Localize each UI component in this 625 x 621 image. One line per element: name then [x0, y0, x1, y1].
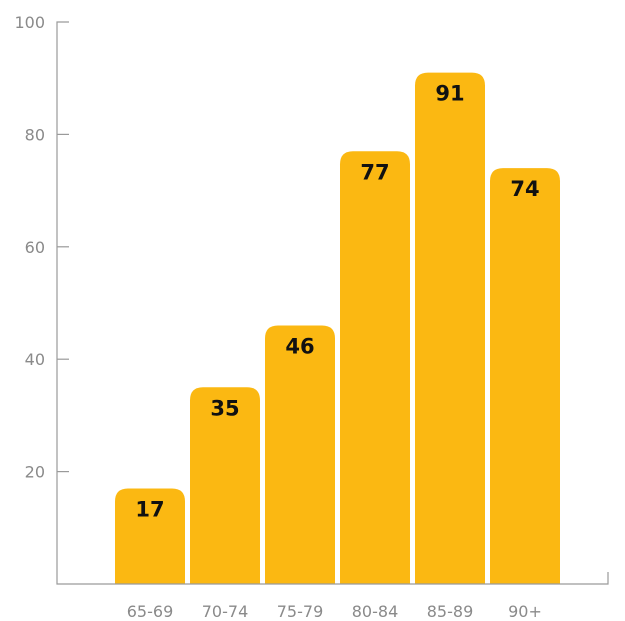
x-axis-labels: 65-69 70-74 75-79 80-84 85-89 90+	[127, 602, 542, 621]
y-tick-label-40: 40	[25, 350, 45, 369]
bar-65-69	[115, 488, 185, 584]
y-tick-label-80: 80	[25, 125, 45, 144]
y-tick-label-20: 20	[25, 463, 45, 482]
x-tick-label-65-69: 65-69	[127, 602, 174, 621]
axis-lines	[56, 21, 609, 585]
bar-85-89	[415, 72, 485, 584]
value-label-65-69: 17	[135, 497, 164, 521]
bar-90+	[490, 168, 560, 584]
y-tick-label-100: 100	[14, 13, 45, 32]
value-labels-group: 17 35 46 77 91 74	[135, 82, 539, 522]
bar-70-74	[190, 387, 260, 584]
value-label-70-74: 35	[210, 396, 239, 420]
value-label-90+: 74	[510, 177, 539, 201]
x-tick-label-90+: 90+	[508, 602, 542, 621]
y-axis-ticks: 20 40 60 80 100	[14, 13, 69, 482]
bar-80-84	[340, 151, 410, 584]
value-label-85-89: 91	[435, 82, 464, 106]
x-tick-label-70-74: 70-74	[202, 602, 249, 621]
value-label-75-79: 46	[285, 334, 314, 358]
value-label-80-84: 77	[360, 160, 389, 184]
x-tick-label-85-89: 85-89	[427, 602, 474, 621]
x-tick-label-75-79: 75-79	[277, 602, 324, 621]
bars-group	[115, 72, 560, 584]
bar-75-79	[265, 325, 335, 584]
x-tick-label-80-84: 80-84	[352, 602, 399, 621]
y-tick-label-60: 60	[25, 238, 45, 257]
